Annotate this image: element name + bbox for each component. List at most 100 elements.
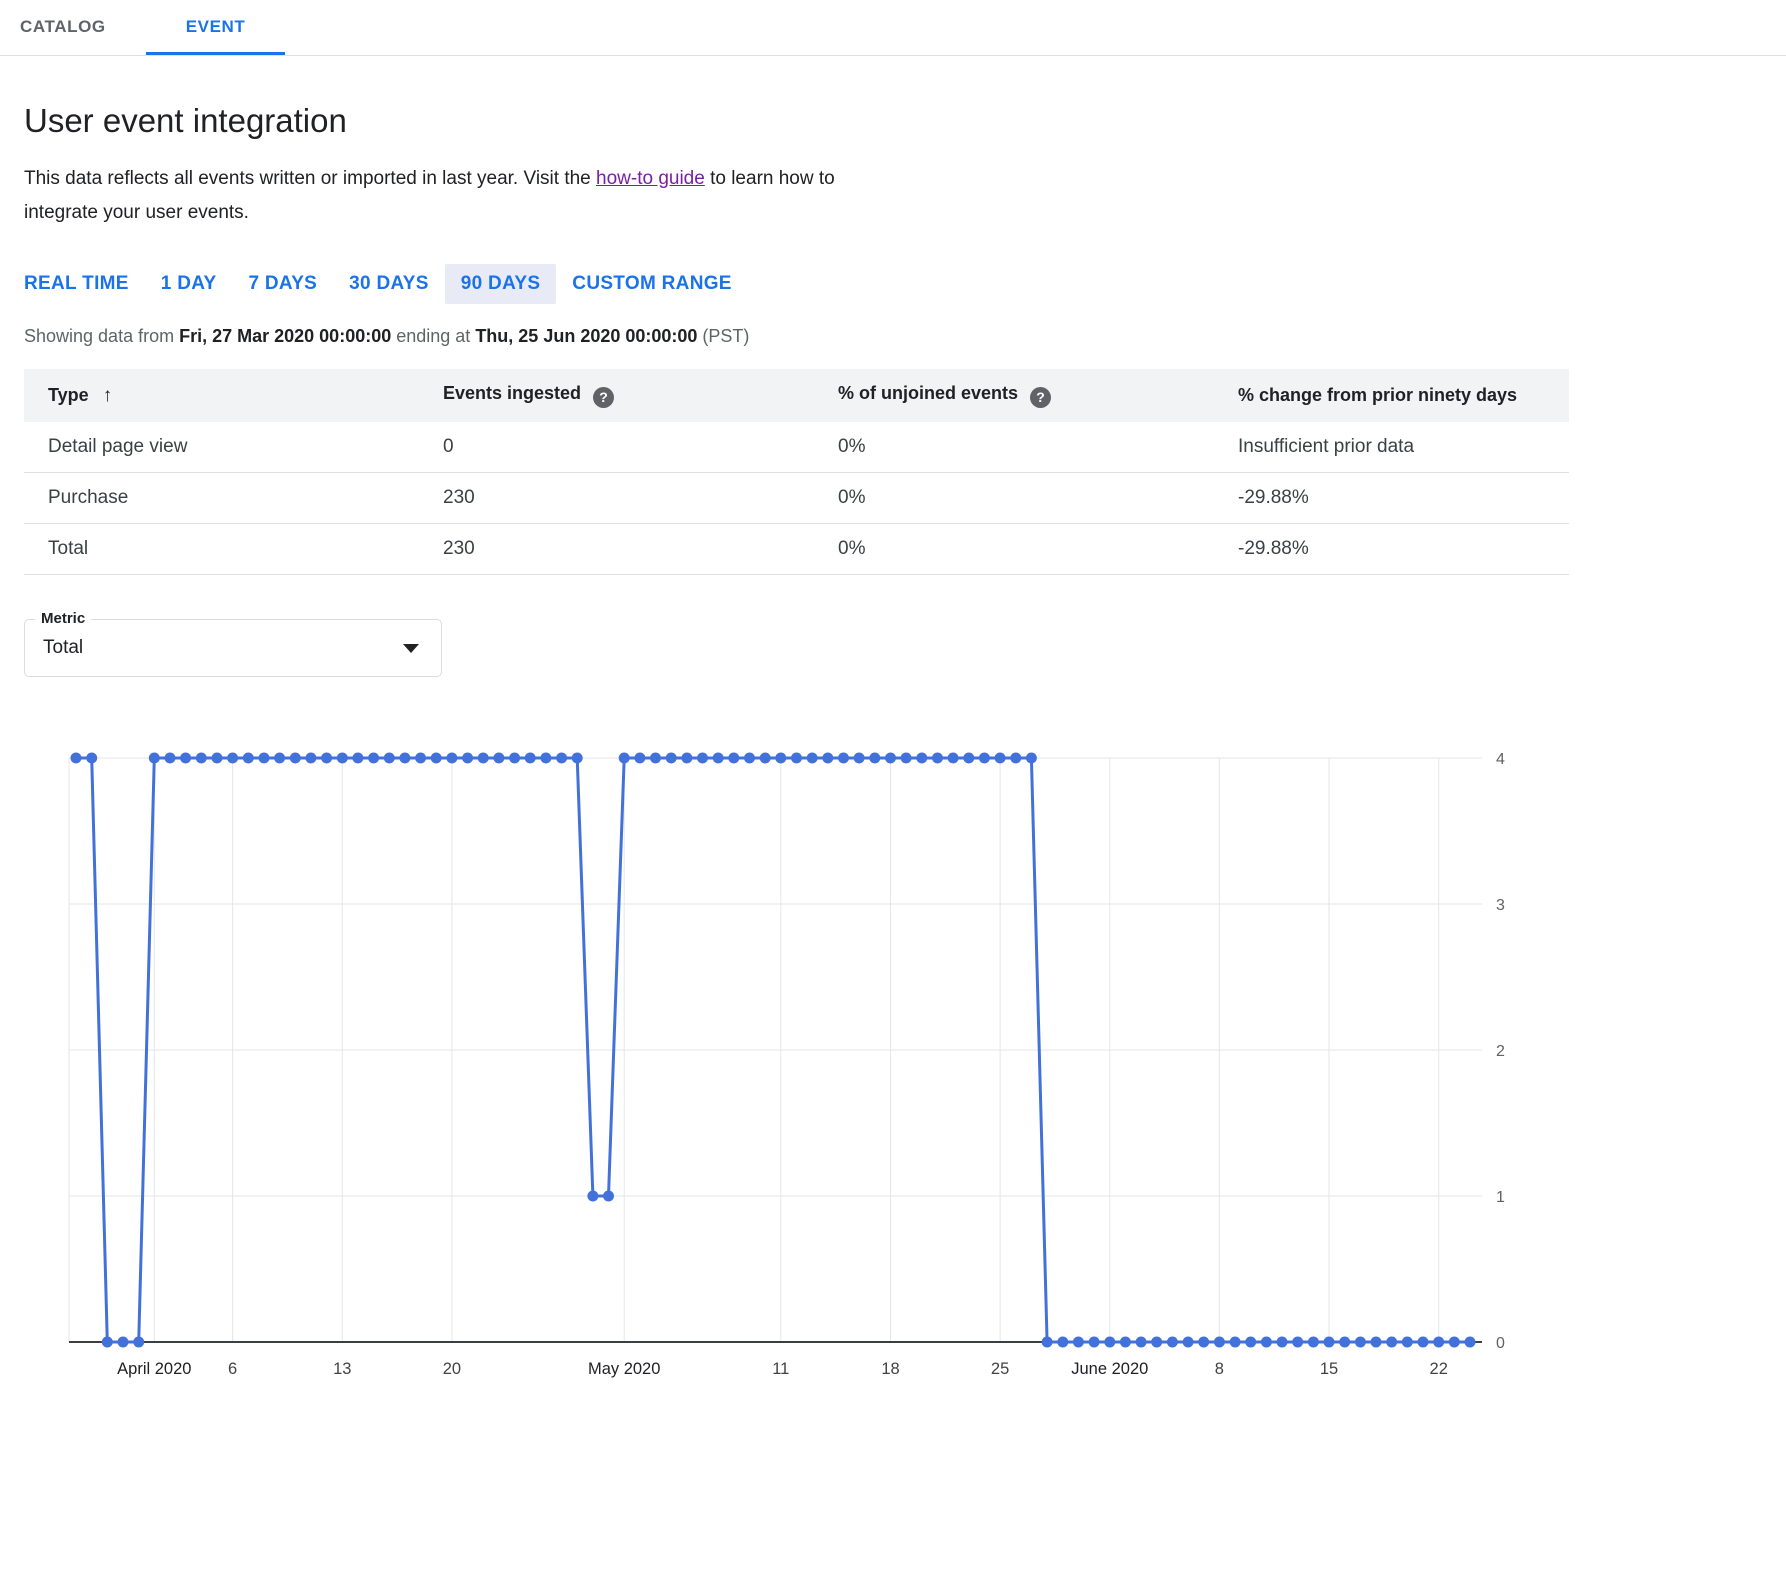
chart-point[interactable] (603, 1190, 614, 1202)
chart-point[interactable] (978, 752, 990, 764)
chart-point[interactable] (885, 752, 896, 764)
help-icon[interactable]: ? (1030, 387, 1052, 408)
chart-point[interactable] (1323, 1336, 1335, 1348)
chart-point[interactable] (117, 1336, 129, 1348)
chart-point[interactable] (775, 752, 787, 764)
chart-point[interactable] (415, 752, 427, 764)
chart-point[interactable] (430, 752, 442, 764)
chart-point[interactable] (806, 752, 818, 764)
chart-point[interactable] (1057, 1336, 1069, 1348)
chart-point[interactable] (101, 1336, 113, 1348)
chart-point[interactable] (1417, 1336, 1429, 1348)
chart-point[interactable] (462, 752, 474, 764)
chart-point[interactable] (1213, 1336, 1225, 1348)
chart-point[interactable] (1119, 1336, 1131, 1348)
chart-point[interactable] (352, 752, 364, 764)
chart-point[interactable] (791, 752, 802, 764)
chart-point[interactable] (336, 752, 348, 764)
chart-point[interactable] (1041, 1336, 1053, 1348)
column-header-unjoined-events[interactable]: % of unjoined events? (814, 369, 1214, 422)
chart-point[interactable] (195, 752, 207, 764)
chart-point[interactable] (932, 752, 943, 764)
chart-point[interactable] (258, 752, 270, 764)
chart-point[interactable] (227, 752, 239, 764)
chart-point[interactable] (556, 752, 568, 764)
chart-point[interactable] (1166, 1336, 1178, 1348)
chart-point[interactable] (368, 752, 380, 764)
chart-point[interactable] (211, 752, 223, 764)
column-header-events-ingested[interactable]: Events ingested? (419, 369, 814, 422)
chart-point[interactable] (86, 752, 98, 764)
chart-point[interactable] (665, 752, 677, 764)
chart-point[interactable] (133, 1336, 145, 1348)
events-line-chart[interactable]: 0 1 2 3 4 April 2020 6 13 20 May 2020 11 18 25 June 2… (24, 730, 1762, 1392)
range-30-days[interactable]: 30 DAYS (349, 273, 429, 294)
chart-point[interactable] (853, 752, 865, 764)
chart-point[interactable] (321, 752, 333, 764)
chart-point[interactable] (509, 752, 521, 764)
chart-point[interactable] (822, 752, 834, 764)
chart-point[interactable] (305, 752, 317, 764)
chart-point[interactable] (493, 752, 505, 764)
chart-point[interactable] (1433, 1336, 1445, 1348)
how-to-guide-link[interactable]: how-to guide (596, 168, 705, 189)
help-icon[interactable]: ? (593, 387, 615, 408)
chart-point[interactable] (744, 752, 755, 764)
chart-point[interactable] (242, 752, 254, 764)
chart-point[interactable] (618, 752, 630, 764)
chart-point[interactable] (963, 752, 975, 764)
chart-point[interactable] (1339, 1336, 1351, 1348)
chart-point[interactable] (1307, 1336, 1319, 1348)
chart-point[interactable] (1198, 1336, 1210, 1348)
chart-point[interactable] (399, 752, 411, 764)
chart-point[interactable] (1229, 1336, 1241, 1348)
chart-point[interactable] (728, 752, 740, 764)
tab-event[interactable]: EVENT (145, 0, 286, 55)
range-real-time[interactable]: REAL TIME (24, 273, 129, 294)
range-7-days[interactable]: 7 DAYS (248, 273, 318, 294)
chart-point[interactable] (1010, 752, 1022, 764)
chart-point[interactable] (650, 752, 661, 764)
chart-point[interactable] (1072, 1336, 1084, 1348)
chart-point[interactable] (1292, 1336, 1304, 1348)
chart-point[interactable] (994, 752, 1006, 764)
chart-point[interactable] (759, 752, 771, 764)
chart-point[interactable] (1104, 1336, 1116, 1348)
metric-select[interactable]: Metric Total (24, 610, 442, 677)
chart-point[interactable] (947, 752, 959, 764)
chart-point[interactable] (1245, 1336, 1257, 1348)
chart-point[interactable] (916, 752, 928, 764)
chart-point[interactable] (1401, 1336, 1413, 1348)
chart-point[interactable] (1370, 1336, 1382, 1348)
column-header-change[interactable]: % change from prior ninety days (1214, 369, 1569, 422)
chart-point[interactable] (524, 752, 536, 764)
chart-point[interactable] (712, 752, 724, 764)
chart-point[interactable] (148, 752, 160, 764)
range-90-days[interactable]: 90 DAYS (444, 264, 557, 304)
chart-point[interactable] (383, 752, 395, 764)
chart-point[interactable] (1025, 752, 1037, 764)
chart-point[interactable] (697, 752, 708, 764)
chart-point[interactable] (571, 752, 583, 764)
chart-point[interactable] (1182, 1336, 1194, 1348)
chart-point[interactable] (1135, 1336, 1147, 1348)
chart-point[interactable] (1464, 1336, 1476, 1348)
chart-point[interactable] (1151, 1336, 1163, 1348)
chart-point[interactable] (446, 752, 458, 764)
chart-point[interactable] (180, 752, 192, 764)
chart-point[interactable] (1260, 1336, 1272, 1348)
chart-point[interactable] (900, 752, 912, 764)
range-1-day[interactable]: 1 DAY (160, 273, 217, 294)
chart-point[interactable] (1386, 1336, 1398, 1348)
chart-point[interactable] (681, 752, 693, 764)
chart-point[interactable] (1354, 1336, 1366, 1348)
chart-point[interactable] (634, 752, 646, 764)
chart-point[interactable] (70, 752, 82, 764)
chart-point[interactable] (274, 752, 286, 764)
chart-point[interactable] (477, 752, 489, 764)
chart-point[interactable] (869, 752, 881, 764)
chart-point[interactable] (164, 752, 176, 764)
chart-point[interactable] (838, 752, 849, 764)
chart-point[interactable] (1276, 1336, 1288, 1348)
range-custom[interactable]: CUSTOM RANGE (572, 273, 732, 294)
